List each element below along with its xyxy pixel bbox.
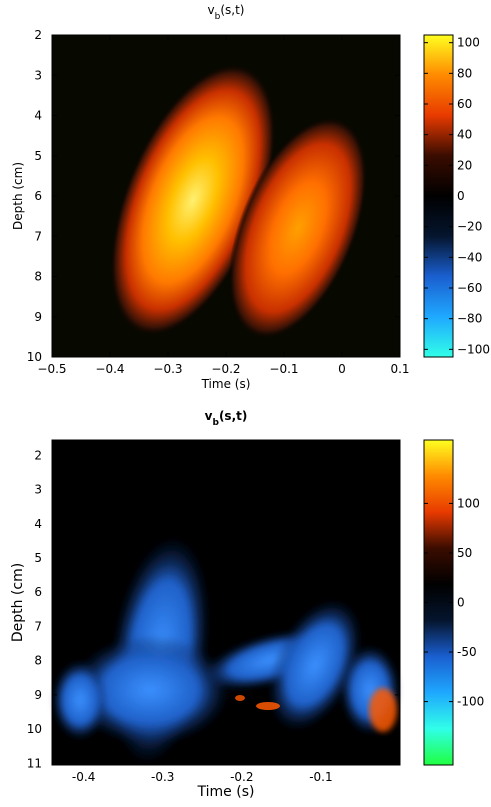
colorbar-tick-label: −20 <box>457 220 482 234</box>
heatmap-blob <box>228 116 368 340</box>
x-tick-label: -0.2 <box>230 770 253 784</box>
x-tick-label: -0.1 <box>309 770 332 784</box>
heatmap-blob <box>70 635 230 745</box>
chart-title: vb(s,t) <box>208 3 245 22</box>
x-tick-label: −0.3 <box>153 362 182 376</box>
axes: -0.4 -0.3 -0.2 -0.1 2 3 4 5 6 7 8 9 10 11 -100 -50 0 50 10… <box>10 409 484 800</box>
x-tick-label: -0.4 <box>72 770 95 784</box>
heatmap-blob <box>369 688 397 732</box>
title-part: v <box>208 3 215 17</box>
y-tick-label: 4 <box>34 109 42 123</box>
y-axis-label: Depth (cm) <box>11 162 25 230</box>
title-part: (s,t) <box>220 3 244 17</box>
y-tick-label: 9 <box>34 310 42 324</box>
y-tick-label: 7 <box>34 229 42 243</box>
y-tick-label: 2 <box>34 448 42 462</box>
colorbar-tick-label: 50 <box>457 546 472 560</box>
y-axis-label: Depth (cm) <box>10 563 26 642</box>
y-tick-label: 6 <box>34 585 42 599</box>
heatmap-blob <box>256 702 280 710</box>
y-tick-label: 5 <box>34 149 42 163</box>
colorbar-tick-label: 0 <box>457 596 465 610</box>
colorbar-tick-label: 60 <box>457 97 472 111</box>
colorbar-tick-label: 40 <box>457 128 472 142</box>
x-tick-label: −0.5 <box>37 362 66 376</box>
colorbar-tick-label: -50 <box>457 645 477 659</box>
colorbar-tick-label: 20 <box>457 158 472 172</box>
y-tick-label: 9 <box>34 688 42 702</box>
heatmap-area <box>52 440 400 765</box>
axes: −0.5 −0.4 −0.3 −0.2 −0.1 0 0.1 2 3 4 5 6 7 8 9 10 −100 −8… <box>11 3 490 391</box>
y-tick-label: 4 <box>34 517 42 531</box>
title-part: b <box>212 418 219 428</box>
heatmap-area <box>52 35 400 357</box>
plot-frame <box>51 439 401 766</box>
y-tick-label: 6 <box>34 189 42 203</box>
colorbar <box>423 34 454 358</box>
y-tick-label: 5 <box>34 551 42 565</box>
colorbar <box>423 439 454 766</box>
heatmap-blob <box>235 695 245 701</box>
y-tick-label: 11 <box>27 756 42 770</box>
colorbar-tick-label: −100 <box>457 342 490 356</box>
x-tick-label: 0 <box>338 362 346 376</box>
x-tick-label: −0.2 <box>211 362 240 376</box>
x-tick-label: −0.4 <box>95 362 124 376</box>
colorbar-tick-label: −60 <box>457 281 482 295</box>
x-axis-label: Time (s) <box>201 377 251 391</box>
heatmap-blob <box>268 599 362 731</box>
y-tick-label: 8 <box>34 270 42 284</box>
chart-title: vb(s,t) <box>205 409 248 428</box>
title-part: b <box>215 12 221 22</box>
colorbar-tick-label: −80 <box>457 312 482 326</box>
x-tick-label: −0.1 <box>269 362 298 376</box>
heatmap-blob <box>109 63 277 337</box>
y-tick-label: 8 <box>34 654 42 668</box>
colorbar-tick-label: −40 <box>457 250 482 264</box>
y-tick-label: 10 <box>27 350 42 364</box>
y-tick-label: 10 <box>27 722 42 736</box>
heatmap-blob <box>52 660 108 740</box>
title-part: v <box>205 409 213 423</box>
y-tick-label: 3 <box>34 483 42 497</box>
y-tick-label: 3 <box>34 68 42 82</box>
heatmap-blobs <box>52 535 400 765</box>
x-axis-label: Time (s) <box>197 784 255 800</box>
x-tick-label: -0.3 <box>151 770 174 784</box>
colorbar-tick-label: 0 <box>457 189 465 203</box>
colorbar-tick-label: 80 <box>457 66 472 80</box>
y-tick-label: 7 <box>34 619 42 633</box>
x-tick-label: 0.1 <box>390 362 409 376</box>
y-tick-label: 2 <box>34 28 42 42</box>
colorbar-tick-label: -100 <box>457 695 484 709</box>
title-part: (s,t) <box>219 409 247 423</box>
colorbar-tick-label: 100 <box>457 36 480 50</box>
colorbar-tick-label: 100 <box>457 496 480 510</box>
